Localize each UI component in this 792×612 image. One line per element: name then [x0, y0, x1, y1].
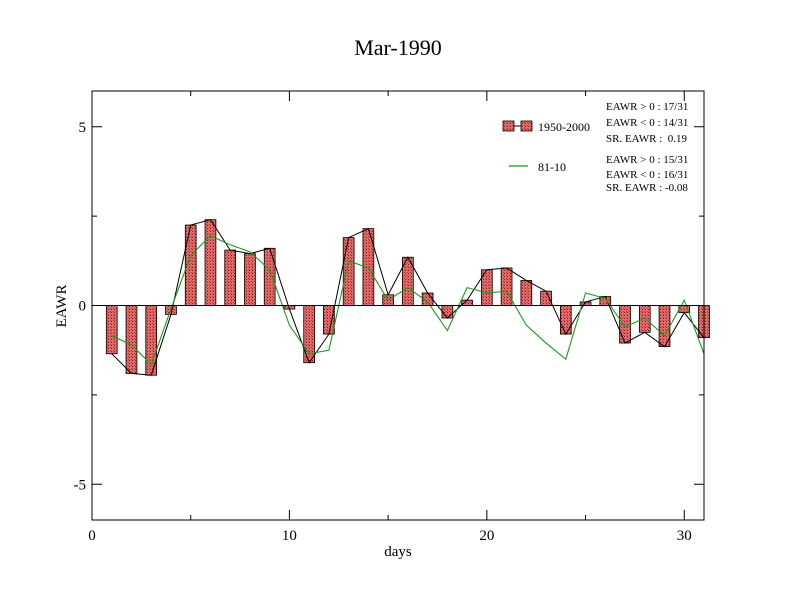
stat-bars-negative: EAWR < 0 : 14/31	[606, 117, 688, 129]
axes: 0 10 20 30 5 0 -5	[74, 90, 705, 544]
x-tick-label: 10	[282, 528, 297, 544]
bar-day-2	[125, 305, 138, 374]
stat-bars-positive: EAWR > 0 : 17/31	[606, 101, 688, 113]
legend-bar-swatch	[502, 120, 515, 132]
bar-day-7	[224, 249, 237, 306]
bar-day-22	[520, 280, 533, 306]
bar-day-12	[323, 305, 335, 335]
bar-day-6	[204, 219, 217, 306]
stat-bars-sr: SR. EAWR : 0.19	[606, 133, 688, 145]
y-tick-label: 0	[79, 299, 87, 315]
stat-line-sr: SR. EAWR : -0.08	[606, 182, 688, 194]
bar-day-1	[105, 305, 118, 355]
bar-series-line	[111, 219, 705, 376]
bar-day-24	[559, 305, 572, 335]
stats-block: EAWR > 0 : 17/31 EAWR < 0 : 14/31 SR. EA…	[606, 101, 688, 194]
bar-series	[105, 219, 710, 376]
x-tick-label: 20	[479, 528, 494, 544]
bar-day-28	[638, 305, 651, 333]
y-tick-label: -5	[74, 477, 87, 493]
bar-day-27	[619, 305, 631, 344]
legend-bar-swatch-2	[520, 120, 533, 132]
bar-day-21	[500, 267, 513, 306]
stat-line-negative: EAWR < 0 : 16/31	[606, 169, 688, 181]
legend-label-line: 81-10	[538, 160, 566, 174]
y-axis-label: EAWR	[54, 285, 70, 328]
x-tick-label: 0	[88, 528, 96, 544]
y-tick-label: 5	[79, 120, 87, 136]
legend-label-bars: 1950-2000	[538, 120, 590, 134]
bar-day-13	[342, 237, 355, 306]
bar-day-8	[244, 253, 256, 306]
x-tick-label: 30	[677, 528, 692, 544]
bar-day-19	[461, 299, 473, 306]
stat-line-positive: EAWR > 0 : 15/31	[606, 154, 688, 166]
bar-day-9	[263, 247, 276, 306]
legend: 1950-2000 81-10	[502, 120, 590, 174]
x-axis-label: days	[384, 544, 412, 560]
chart-title: Mar-1990	[354, 35, 442, 60]
climatology-line	[111, 235, 705, 366]
bar-day-18	[441, 305, 454, 319]
line-series	[111, 219, 705, 376]
